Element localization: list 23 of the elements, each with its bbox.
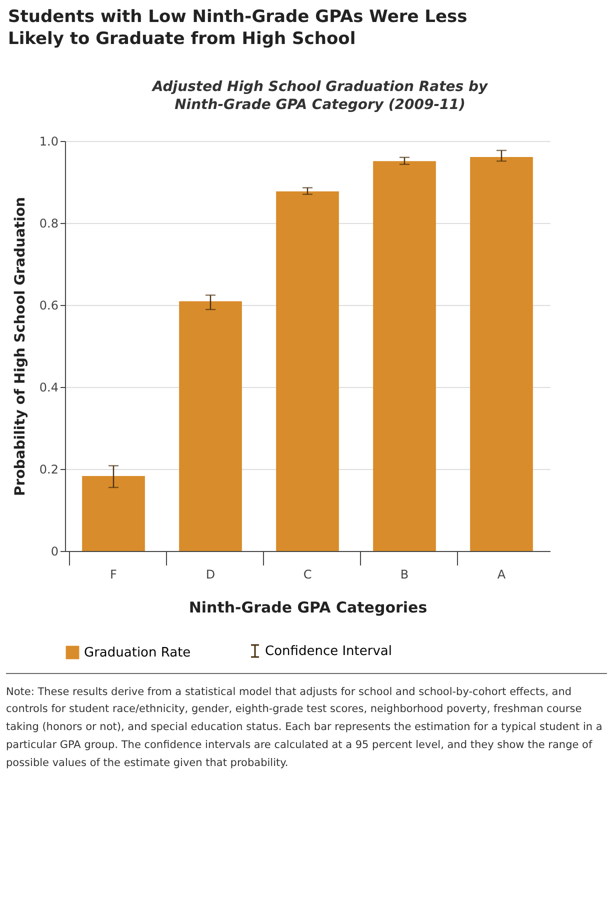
- x-tick-label: D: [206, 567, 216, 582]
- y-tick-label: 1.0: [39, 134, 58, 148]
- bar: [373, 160, 436, 551]
- x-tick-label: A: [497, 567, 506, 582]
- bar: [179, 300, 242, 551]
- y-tick-label: 0.4: [39, 380, 58, 394]
- y-tick-label: 0: [50, 544, 58, 558]
- text: Note: These results derive from a statistical model that adjusts for school and school-by-cohort effects, and controls for student race/ethnicity, gender, eighth-grade test scores, neighborhood poverty, freshman course taking (honors or not), and special education status. Each bar represents the estimation for a typical student in a particular GPA group. The confidence intervals are calculated at a 95 percent level, and they show the range of possible values of the estimate given that probability.: [6, 672, 607, 773]
- x-tick-label: B: [400, 567, 409, 582]
- bar: [470, 156, 533, 551]
- legend-label: Graduation Rate: [84, 645, 191, 660]
- x-axis-title: Ninth-Grade GPA Categories: [188, 598, 428, 616]
- y-tick-label: 0.6: [39, 298, 58, 312]
- chart-subtitle: Adjusted High School Graduation Rates by Ninth-Grade GPA Category (2009-11): [150, 78, 489, 115]
- y-tick-label: 0.2: [39, 462, 58, 476]
- x-tick-label: F: [110, 567, 118, 582]
- chart-title: Students with Low Ninth-Grade GPAs Were Less Likely to Graduate from High School: [8, 6, 468, 50]
- x-tick-label: C: [303, 567, 312, 582]
- text: Confidence Interval: [265, 644, 392, 659]
- y-tick-label: 0.8: [39, 216, 58, 230]
- bar: [82, 476, 145, 551]
- y-axis-title: Probability of High School Graduation: [12, 196, 28, 496]
- bar: [276, 190, 339, 551]
